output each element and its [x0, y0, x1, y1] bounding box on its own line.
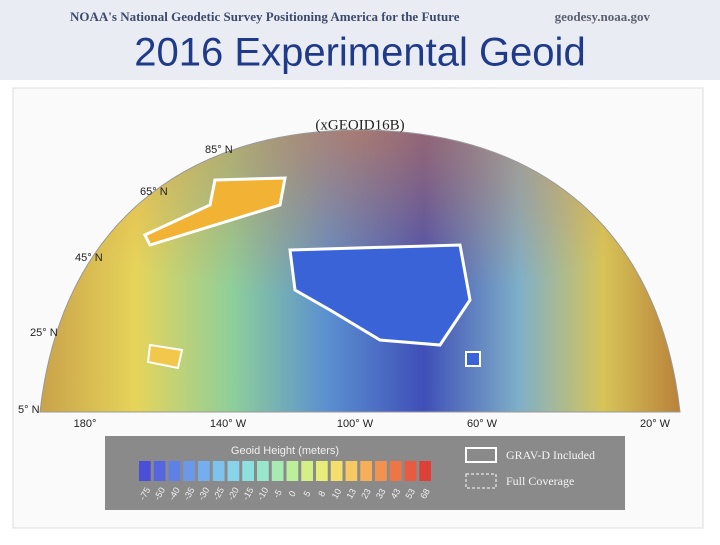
longitude-label: 140° W	[210, 418, 247, 430]
legend-swatch-label: 68	[418, 487, 432, 501]
longitude-label: 20° W	[640, 418, 671, 430]
legend-swatch	[419, 461, 431, 481]
header-band	[0, 0, 720, 80]
legend-swatch-label: 33	[374, 487, 388, 501]
website: geodesy.noaa.gov	[555, 9, 651, 24]
legend-swatch	[271, 461, 284, 481]
legend-swatch	[212, 461, 225, 481]
legend-swatch	[345, 461, 358, 481]
grav-d-hawaii	[146, 343, 184, 370]
legend-swatch-label: 10	[330, 487, 344, 501]
legend-swatch-label: 5	[301, 489, 312, 498]
longitude-label: 100° W	[337, 418, 374, 430]
legend-swatch	[227, 461, 240, 481]
slide-title: 2016 Experimental Geoid	[134, 31, 585, 75]
legend-swatch-label: 23	[359, 487, 373, 501]
legend-swatch-label: 53	[403, 487, 417, 501]
legend-swatch	[183, 461, 195, 481]
legend-swatch	[286, 461, 299, 481]
legend-swatch	[168, 461, 181, 481]
grav-d-alaska	[142, 176, 287, 247]
legend-swatch-label: 0	[287, 489, 298, 498]
latitude-label: 45° N	[75, 252, 103, 264]
legend-item: GRAV-D Included	[506, 448, 595, 462]
agency-banner: NOAA's National Geodetic Survey Position…	[70, 9, 460, 24]
legend-swatch	[375, 461, 387, 481]
legend-title: Geoid Height (meters)	[231, 445, 339, 457]
latitude-label: 5° N	[18, 404, 40, 416]
legend-grav-d-key	[465, 447, 497, 463]
longitude-label: 60° W	[467, 418, 498, 430]
map-title: (xGEOID16B)	[315, 117, 404, 133]
legend-coverage-key	[465, 473, 497, 489]
legend-swatch	[389, 461, 402, 481]
legend-swatch	[360, 461, 372, 481]
legend-swatch	[153, 461, 166, 481]
legend-swatch-label: 43	[389, 487, 403, 501]
latitude-label: 85° N	[205, 144, 233, 156]
legend-swatch	[301, 461, 313, 481]
legend-swatch	[242, 461, 254, 481]
legend-swatch-label: 8	[316, 489, 327, 498]
grav-d-puerto-rico	[465, 351, 481, 367]
legend-swatch	[330, 461, 343, 481]
grav-d-conus	[288, 243, 472, 347]
legend-swatch-label: -5	[271, 488, 284, 500]
legend-swatch-label: 13	[344, 487, 358, 501]
legend-swatch	[404, 461, 417, 481]
longitude-label: 180°	[74, 418, 97, 430]
legend-swatch	[316, 461, 328, 481]
legend-item: Full Coverage	[506, 474, 574, 488]
legend-swatch	[139, 461, 151, 481]
latitude-label: 65° N	[140, 186, 168, 198]
latitude-label: 25° N	[30, 327, 58, 339]
legend-swatch	[198, 461, 210, 481]
legend-swatch	[257, 461, 269, 481]
